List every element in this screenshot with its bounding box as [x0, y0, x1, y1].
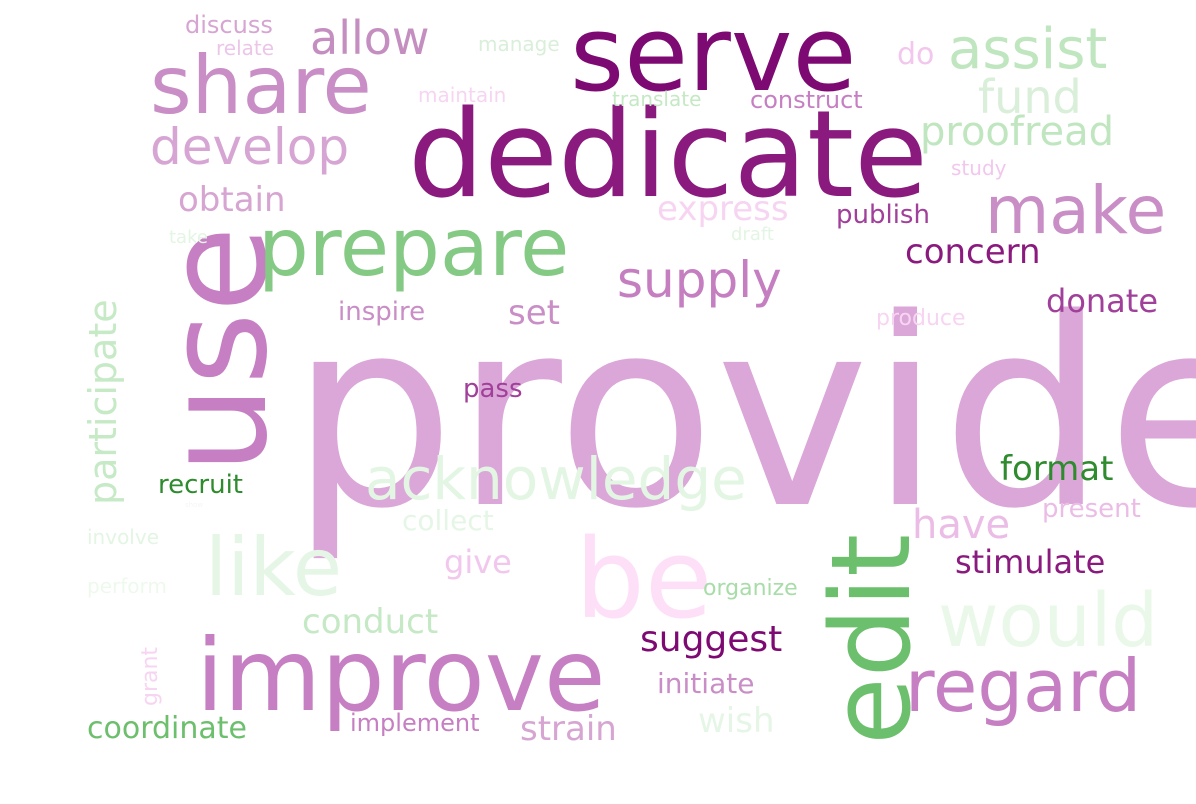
word-like: like	[205, 521, 343, 614]
word-inspire: inspire	[338, 297, 426, 327]
word-involve: involve	[87, 525, 160, 549]
word-maintain: maintain	[418, 83, 507, 107]
word-stimulate: stimulate	[955, 543, 1106, 581]
word-wish: wish	[698, 701, 775, 741]
word-donate: donate	[1046, 282, 1159, 320]
word-give: give	[444, 543, 512, 581]
word-set: set	[508, 293, 560, 333]
word-proofread: proofread	[920, 109, 1115, 155]
word-do: do	[897, 37, 935, 72]
word-supply: supply	[617, 251, 782, 309]
word-share: share	[150, 39, 372, 132]
word-collect: collect	[402, 504, 494, 537]
word-strain: strain	[520, 709, 617, 749]
word-provide: provide	[290, 264, 1196, 566]
word-relate: relate	[216, 36, 275, 60]
word-suggest: suggest	[640, 619, 783, 660]
word-would: would	[938, 578, 1159, 664]
word-improve: improve	[196, 617, 606, 734]
word-manage: manage	[478, 32, 560, 56]
word-present: present	[1042, 494, 1141, 524]
word-organize: organize	[703, 576, 798, 601]
word-express: express	[657, 189, 789, 229]
word-dedicate: dedicate	[408, 86, 928, 225]
word-assist: assist	[948, 17, 1108, 82]
word-produce: produce	[876, 306, 966, 331]
word-develop: develop	[150, 118, 350, 176]
word-regard: regard	[905, 644, 1142, 728]
word-concern: concern	[905, 232, 1041, 272]
word-take: take	[169, 227, 208, 248]
word-make: make	[985, 172, 1167, 249]
word-allow: allow	[310, 11, 430, 65]
word-acknowledge: acknowledge	[365, 445, 747, 513]
word-initiate: initiate	[657, 667, 755, 700]
word-study: study	[951, 156, 1007, 180]
word-participate: participate	[81, 299, 125, 505]
word-serve: serve	[570, 0, 857, 115]
word-pass: pass	[463, 374, 523, 404]
word-translate: translate	[612, 87, 702, 111]
word-show: show	[185, 501, 204, 509]
word-construct: construct	[750, 86, 863, 114]
word-format: format	[1000, 449, 1114, 489]
word-fund: fund	[978, 70, 1082, 124]
word-perform: perform	[87, 574, 167, 598]
word-coordinate: coordinate	[87, 711, 248, 746]
word-implement: implement	[350, 709, 480, 737]
word-prepare: prepare	[258, 201, 570, 294]
word-obtain: obtain	[178, 180, 286, 220]
word-have: have	[912, 502, 1011, 548]
word-be: be	[575, 515, 713, 643]
word-recruit: recruit	[158, 470, 243, 500]
word-conduct: conduct	[302, 602, 439, 642]
word-publish: publish	[836, 200, 930, 230]
word-grant: grant	[138, 646, 163, 706]
word-discuss: discuss	[185, 11, 273, 39]
word-draft: draft	[731, 224, 774, 245]
